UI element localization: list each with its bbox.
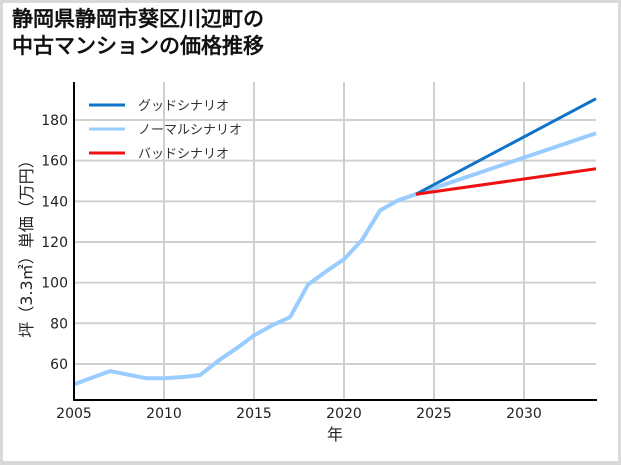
series-line [415, 167, 597, 196]
y-tick-labels: 60 80 100 120 140 160 180 [41, 113, 68, 373]
x-tick-labels: 2005 2010 2015 2020 2025 2030 [56, 406, 542, 422]
x-tick-label: 2030 [506, 406, 542, 422]
title-line-1: 静岡県静岡市葵区川辺町の [12, 7, 264, 31]
y-tick-label: 180 [41, 113, 68, 129]
legend-label: グッドシナリオ [138, 99, 229, 114]
y-tick-label: 140 [41, 194, 68, 210]
series-lines [73, 97, 597, 387]
x-tick-label: 2020 [326, 406, 362, 422]
title-line-2: 中古マンションの価格推移 [12, 34, 264, 58]
y-tick-label: 120 [41, 235, 68, 251]
x-axis-label: 年 [327, 425, 343, 444]
chart-title: 静岡県静岡市葵区川辺町の 中古マンションの価格推移 [12, 6, 264, 60]
chart-frame [3, 3, 618, 461]
x-tick-label: 2015 [236, 406, 272, 422]
series-line [415, 97, 597, 196]
y-tick-label: 80 [50, 316, 68, 332]
y-tick-label: 60 [50, 357, 68, 373]
y-axis-label: 坪（3.3㎡）単価（万円） [17, 152, 36, 337]
x-tick-label: 2010 [146, 406, 182, 422]
legend-label: ノーマルシナリオ [138, 123, 242, 138]
legend-label: バッドシナリオ [138, 147, 229, 162]
grid-lines [74, 82, 596, 400]
y-tick-label: 100 [41, 276, 68, 292]
x-tick-label: 2005 [56, 406, 92, 422]
series-line [73, 131, 597, 387]
y-tick-label: 160 [41, 154, 68, 170]
x-tick-label: 2025 [416, 406, 452, 422]
